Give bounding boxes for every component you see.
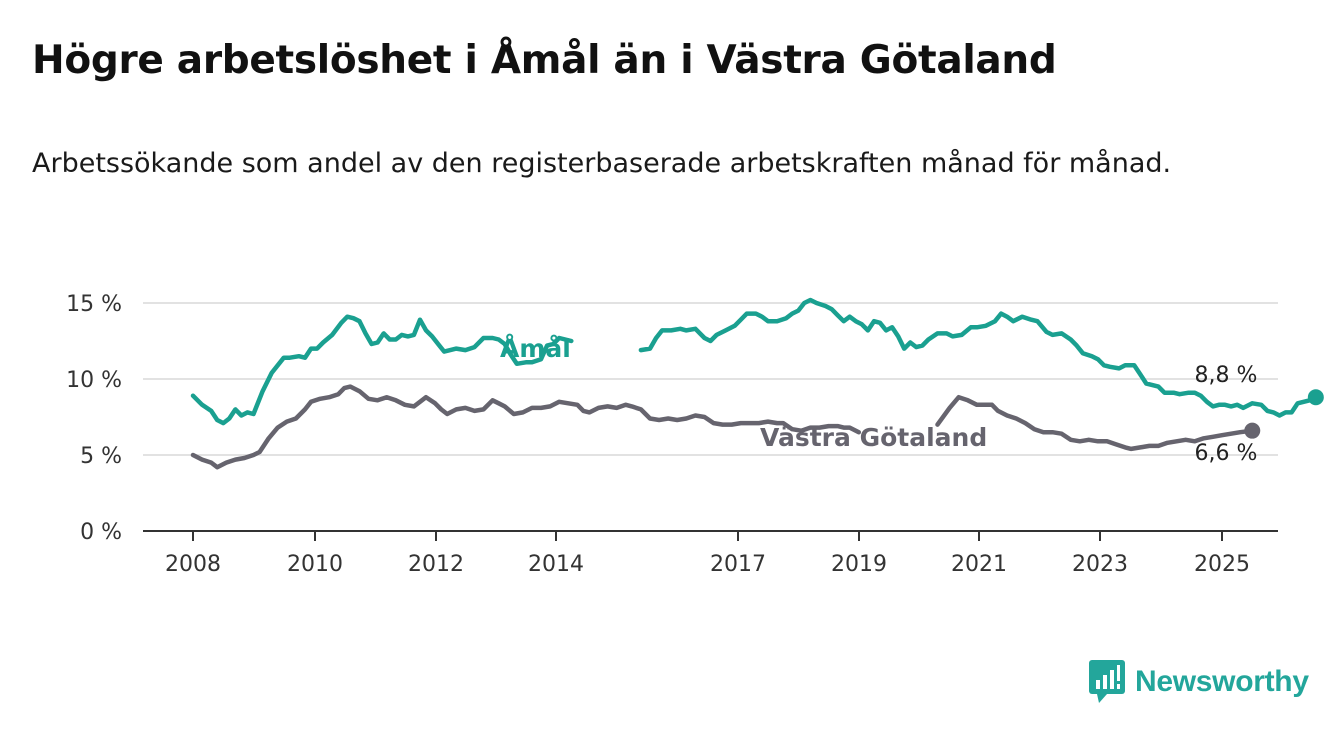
end-point-vastra-gotaland bbox=[1244, 422, 1261, 439]
series-line-vastra-gotaland bbox=[190, 384, 862, 470]
y-tick-label: 15 % bbox=[66, 292, 122, 317]
y-tick-label: 10 % bbox=[66, 368, 122, 393]
end-label-amal: 8,8 % bbox=[1195, 363, 1258, 388]
x-tick-label: 2023 bbox=[1072, 552, 1128, 577]
end-label-vastra-gotaland: 6,6 % bbox=[1195, 441, 1258, 466]
chart-title: Högre arbetslöshet i Åmål än i Västra Gö… bbox=[32, 38, 1057, 83]
chart-subtitle: Arbetssökande som andel av den registerb… bbox=[32, 148, 1172, 179]
series-label-vastra-gotaland: Västra Götaland bbox=[760, 423, 987, 452]
x-tick-label: 2021 bbox=[951, 552, 1007, 577]
newsworthy-logo-icon bbox=[1089, 660, 1125, 703]
series-line-vastra-gotaland bbox=[935, 394, 1255, 452]
x-tick-label: 2010 bbox=[287, 552, 343, 577]
y-tick-label: 5 % bbox=[80, 444, 122, 469]
x-tick-label: 2012 bbox=[408, 552, 464, 577]
series-label-amal: Åmål bbox=[500, 334, 571, 363]
y-tick-label: 0 % bbox=[80, 520, 122, 545]
brand-name: Newsworthy bbox=[1135, 665, 1309, 698]
end-point-amal bbox=[1307, 389, 1324, 406]
x-tick-label: 2019 bbox=[831, 552, 887, 577]
series-line-amal bbox=[638, 297, 1319, 418]
x-tick-label: 2008 bbox=[165, 552, 221, 577]
x-tick-label: 2017 bbox=[710, 552, 766, 577]
newsworthy-logo: Newsworthy bbox=[1089, 660, 1309, 704]
x-tick-label: 2014 bbox=[528, 552, 584, 577]
x-tick-label: 2025 bbox=[1194, 552, 1250, 577]
series-line-amal bbox=[190, 314, 574, 426]
